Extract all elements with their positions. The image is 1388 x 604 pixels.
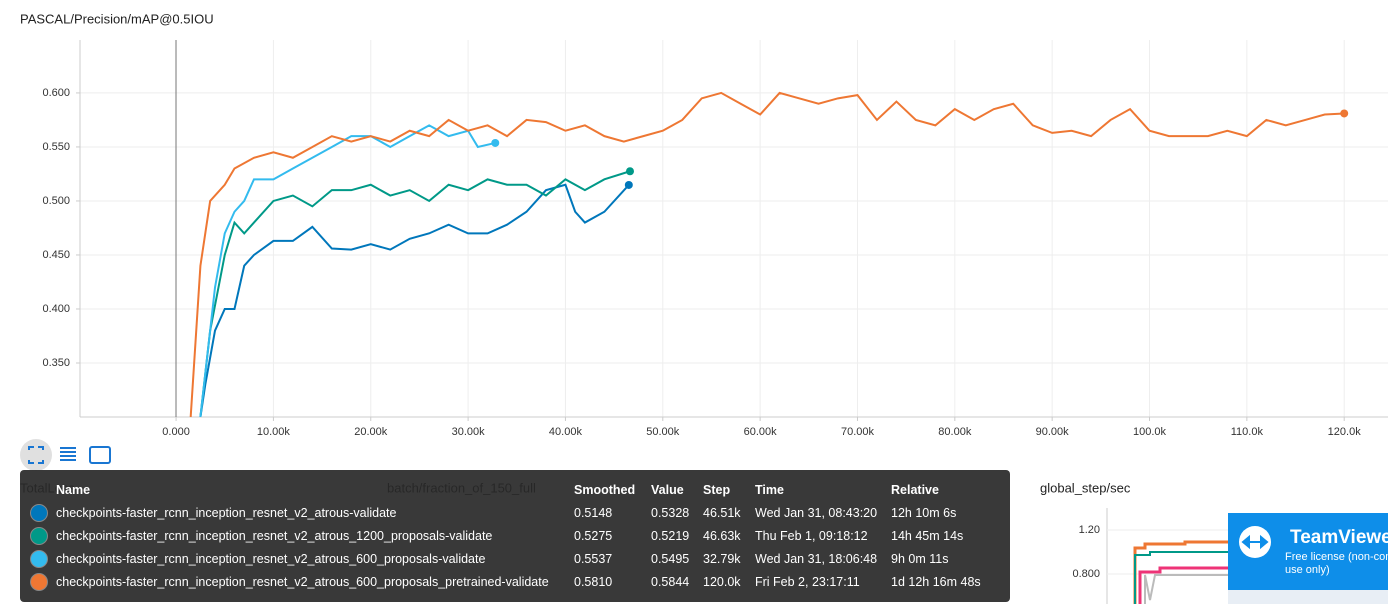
tooltip-cell: checkpoints-faster_rcnn_inception_resnet…	[56, 574, 549, 589]
fit-icon	[28, 446, 44, 464]
list-button[interactable]	[60, 447, 76, 461]
tv-title: TeamViewer	[1290, 527, 1388, 548]
series-end-dot	[1340, 109, 1349, 118]
swatch-cell	[30, 547, 56, 570]
mini-line	[1138, 566, 1230, 604]
tv-line: Free license (non-commercial	[1285, 551, 1388, 563]
x-tick-label: 30.00k	[452, 426, 486, 438]
x-tick-label: 50.00k	[646, 426, 680, 438]
y-tick-label: 0.350	[42, 357, 70, 369]
swatch-cell	[30, 524, 56, 547]
series-line	[199, 124, 496, 417]
tooltip-cell: Wed Jan 31, 08:43:20	[755, 505, 878, 520]
mini-tick-label: 1.20	[1079, 524, 1100, 536]
grid	[80, 40, 1388, 417]
tooltip-row: checkpoints-faster_rcnn_inception_resnet…	[30, 501, 989, 524]
tooltip-cell: checkpoints-faster_rcnn_inception_resnet…	[56, 528, 493, 543]
tooltip-table: Name Smoothed Value Step Time Relative c…	[30, 478, 989, 593]
series-end-dot	[624, 180, 633, 189]
tooltip-cell: 120.0k	[703, 574, 741, 589]
series-line	[189, 91, 1345, 417]
x-tick-label: 10.00k	[257, 426, 291, 438]
tooltip-cell: 0.5219	[651, 528, 690, 543]
tooltip-cell: 1d 12h 16m 48s	[891, 574, 981, 589]
tv-line: use only)	[1285, 564, 1330, 576]
tooltip-cell: 0.5810	[574, 574, 613, 589]
x-tick-label: 40.00k	[549, 426, 583, 438]
tooltip-cell: Wed Jan 31, 18:06:48	[755, 551, 878, 566]
tooltip-cell: 0.5844	[651, 574, 690, 589]
col-time: Time	[755, 482, 784, 497]
tooltip-cell: 46.63k	[703, 528, 741, 543]
col-step: Step	[703, 482, 731, 497]
x-tick-label: 60.00k	[744, 426, 778, 438]
x-tick-label: 20.00k	[354, 426, 388, 438]
mini-line	[1133, 540, 1230, 604]
swatch-cell	[30, 501, 56, 524]
col-name: Name	[56, 482, 91, 497]
tooltip-cell: 32.79k	[703, 551, 741, 566]
x-tick-label: 90.00k	[1036, 426, 1070, 438]
x-tick-label: 70.00k	[841, 426, 875, 438]
tooltip-cell: 9h 0m 11s	[891, 551, 949, 566]
y-tick-label: 0.500	[42, 195, 70, 207]
fit-button[interactable]	[20, 439, 52, 471]
tooltip-cell: 0.5148	[574, 505, 613, 520]
tooltip-row: checkpoints-faster_rcnn_inception_resnet…	[30, 524, 989, 547]
mini-line	[1144, 574, 1230, 604]
swatch	[30, 549, 48, 568]
swatch	[30, 572, 48, 591]
series-line	[199, 183, 630, 417]
series-end-dot	[491, 138, 500, 147]
swatch	[30, 526, 48, 545]
swatch-cell	[30, 570, 56, 593]
mini-line	[1134, 551, 1230, 604]
tv-arrow	[1241, 534, 1269, 550]
tooltip: Name Smoothed Value Step Time Relative c…	[20, 470, 1010, 602]
tooltip-cell: 0.5328	[651, 505, 690, 520]
x-tick-label: 120.0k	[1328, 426, 1362, 438]
panel-title: global_step/sec	[1040, 480, 1131, 495]
tooltip-header: Name Smoothed Value Step Time Relative	[30, 478, 989, 501]
x-tick-label: 100.0k	[1133, 426, 1167, 438]
y-tick-label: 0.550	[42, 141, 70, 153]
tooltip-cell: Thu Feb 1, 09:18:12	[755, 528, 868, 543]
tooltip-cell: 0.5275	[574, 528, 613, 543]
mini-tick-label: 0.800	[1072, 568, 1100, 580]
series-end-dot	[625, 167, 634, 176]
x-tick-label: 80.00k	[938, 426, 972, 438]
col-smoothed: Smoothed	[574, 482, 636, 497]
col-value: Value	[651, 482, 684, 497]
swatch	[30, 503, 48, 522]
teamviewer-popup[interactable]: TeamViewer Free license (non-commercial …	[1228, 513, 1388, 604]
col-relative: Relative	[891, 482, 939, 497]
tooltip-cell: 14h 45m 14s	[891, 528, 964, 543]
tooltip-row: checkpoints-faster_rcnn_inception_resnet…	[30, 547, 989, 570]
y-tick-label: 0.450	[42, 249, 70, 261]
tooltip-body: checkpoints-faster_rcnn_inception_resnet…	[30, 501, 989, 593]
chart-title: PASCAL/Precision/mAP@0.5IOU	[20, 11, 214, 26]
tooltip-cell: 0.5495	[651, 551, 690, 566]
series-line	[199, 170, 631, 417]
col	[30, 478, 56, 501]
y-tick-label: 0.400	[42, 303, 70, 315]
tooltip-cell: 12h 10m 6s	[891, 505, 957, 520]
tooltip-cell: checkpoints-faster_rcnn_inception_resnet…	[56, 551, 486, 566]
plot	[189, 91, 1349, 417]
tooltip-cell: 0.5537	[574, 551, 613, 566]
y-tick-label: 0.600	[42, 87, 70, 99]
tooltip-cell: Fri Feb 2, 23:17:11	[755, 574, 860, 589]
x-tick-label: 0.000	[162, 426, 190, 438]
expand-button[interactable]	[89, 446, 111, 464]
tooltip-cell: 46.51k	[703, 505, 741, 520]
x-tick-label: 110.0k	[1231, 426, 1264, 438]
tooltip-row: checkpoints-faster_rcnn_inception_resnet…	[30, 570, 989, 593]
toolbar	[20, 439, 111, 471]
tooltip-cell: checkpoints-faster_rcnn_inception_resnet…	[56, 505, 397, 520]
popup-bar	[1228, 590, 1388, 604]
